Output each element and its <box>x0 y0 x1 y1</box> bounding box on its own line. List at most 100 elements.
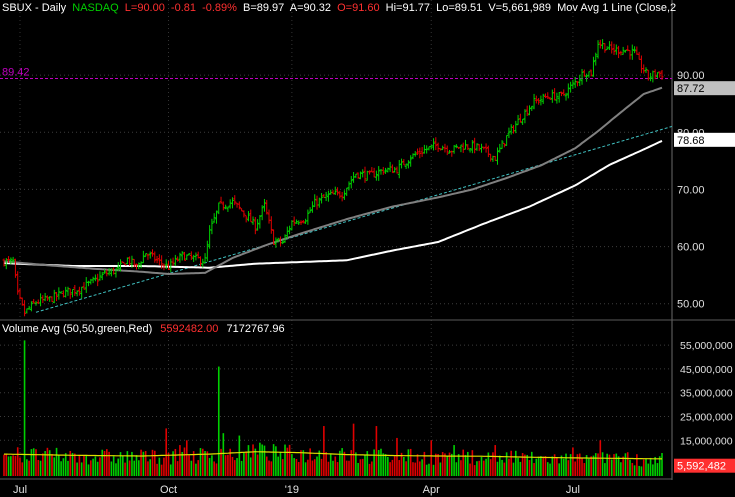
volume-bar <box>533 463 535 476</box>
volume-bar <box>297 461 300 476</box>
price-bar <box>605 46 609 51</box>
price-bar <box>596 40 600 59</box>
volume-bar <box>227 454 229 476</box>
time-tick-label: '19 <box>285 484 299 496</box>
volume-bar <box>126 451 129 476</box>
volume-bar <box>359 459 362 476</box>
price-bar <box>347 181 351 191</box>
volume-bar <box>339 450 341 476</box>
volume-tick-label: 55,000,000 <box>680 340 733 352</box>
lo-label: Lo=89.51 <box>436 2 483 14</box>
price-bar <box>73 284 77 296</box>
price-bar <box>288 225 292 235</box>
volume-bar <box>156 463 158 476</box>
volume-bar <box>192 451 195 476</box>
volume-bar <box>583 463 586 476</box>
price-bar <box>75 290 79 297</box>
volume-bar <box>288 444 291 476</box>
price-bar <box>409 155 413 167</box>
price-bar <box>100 271 104 281</box>
panel-frames <box>0 0 735 480</box>
study-label: Mov Avg 1 Line (Close,2 <box>557 2 677 14</box>
volume-bar <box>181 451 184 476</box>
price-bar <box>354 173 358 179</box>
volume-study-label: Volume Avg (50,50,green,Red) <box>2 323 153 335</box>
price-bar <box>274 237 278 248</box>
price-bar <box>96 273 100 287</box>
volume-bar <box>658 456 661 476</box>
volume-bar <box>169 464 172 476</box>
volume-bar <box>638 465 640 476</box>
volume-bar <box>435 453 437 476</box>
volume-bar <box>256 454 259 476</box>
price-bar <box>633 46 637 54</box>
volume-bar <box>496 461 499 476</box>
price-bar <box>345 187 349 197</box>
price-bar <box>546 92 550 99</box>
volume-bar <box>122 455 124 476</box>
price-bar <box>187 252 191 256</box>
volume-bar <box>144 451 147 476</box>
price-bar <box>621 46 625 55</box>
price-bar <box>653 69 657 80</box>
price-bar <box>555 92 559 104</box>
volume-label: V=5,661,989 <box>488 2 552 14</box>
volume-bar <box>215 463 218 476</box>
price-bar <box>352 172 356 183</box>
volume-bar <box>430 440 433 476</box>
volume-tick-label: 25,000,000 <box>680 412 733 424</box>
volume-bar <box>327 461 330 476</box>
price-bar <box>66 286 70 296</box>
volume-bar <box>341 448 343 476</box>
volume-bar <box>74 453 76 476</box>
volume-bar <box>642 459 645 476</box>
volume-bar <box>259 442 261 476</box>
volume-bar <box>85 454 88 476</box>
price-bar <box>272 229 276 246</box>
volume-bar <box>649 457 652 476</box>
volume-bar <box>620 462 622 476</box>
price-bar <box>646 69 650 81</box>
volume-bar <box>558 463 560 476</box>
volume-bar <box>647 463 650 476</box>
volume-bar <box>604 463 606 476</box>
price-bar <box>427 146 431 151</box>
price-bar <box>249 209 253 223</box>
volume-bar <box>578 453 581 476</box>
price-bar <box>237 201 241 210</box>
volume-bar <box>309 448 311 476</box>
ma200-line <box>3 139 663 269</box>
volume-bar <box>131 451 133 476</box>
price-bar <box>308 207 312 213</box>
volume-bar <box>540 456 542 476</box>
volume-bar <box>633 465 636 476</box>
price-bar <box>171 257 175 266</box>
volume-bar <box>158 457 161 476</box>
volume-bar <box>293 458 295 476</box>
volume-bar <box>498 455 501 476</box>
price-bar <box>116 262 120 271</box>
volume-bar <box>16 447 19 476</box>
volume-bar <box>281 459 284 476</box>
price-bar <box>390 164 394 174</box>
volume-bar <box>640 466 643 476</box>
volume-bar <box>597 453 599 476</box>
volume-bar <box>64 453 67 476</box>
time-tick-label: Oct <box>160 484 177 496</box>
volume-bar <box>99 457 101 476</box>
price-bar <box>315 195 319 210</box>
price-bar <box>452 145 456 154</box>
trendline-segment <box>35 125 673 313</box>
volume-bar <box>325 452 327 476</box>
price-bar <box>253 217 257 235</box>
price-bar <box>34 300 38 306</box>
pct-label: -0.89% <box>202 2 237 14</box>
price-bar <box>473 137 477 154</box>
level-line: 89.42 <box>0 66 672 79</box>
volume-tick-label: 45,000,000 <box>680 364 733 376</box>
price-bar <box>637 51 641 60</box>
price-bar <box>434 137 438 151</box>
volume-tick-label: 15,000,000 <box>680 435 733 447</box>
volume-bar <box>44 451 46 476</box>
price-bar <box>642 64 646 74</box>
